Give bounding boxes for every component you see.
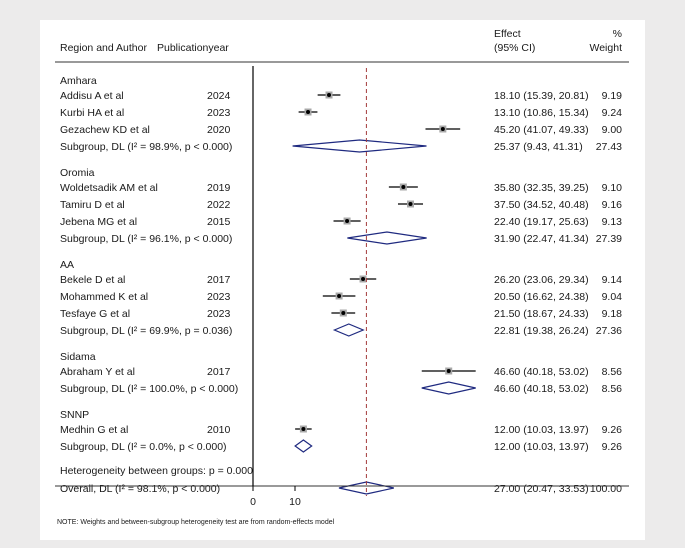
subgroup-weight: 9.26 — [602, 441, 623, 453]
study-effect-ci: 13.10 (10.86, 15.34) — [494, 107, 589, 119]
subgroup-diamond — [347, 231, 427, 245]
subgroup-label: Subgroup, DL (I² = 0.0%, p < 0.000) — [60, 441, 227, 453]
study-year: 2022 — [207, 199, 231, 211]
header-percent: % — [613, 28, 622, 40]
subgroup-weight: 27.36 — [596, 325, 622, 337]
study-weight: 9.13 — [602, 216, 623, 228]
subgroup-diamond — [332, 323, 365, 337]
header-ci: (95% CI) — [494, 42, 535, 54]
study-effect-ci: 22.40 (19.17, 25.63) — [494, 216, 589, 228]
study-year: 2017 — [207, 366, 231, 378]
group-name: AA — [60, 259, 74, 271]
study-effect-ci: 26.20 (23.06, 29.34) — [494, 274, 589, 286]
study-weight: 9.24 — [602, 107, 623, 119]
study-weight: 9.04 — [602, 291, 623, 303]
study-point — [327, 93, 332, 97]
subgroup-label: Subgroup, DL (I² = 69.9%, p = 0.036) — [60, 325, 232, 337]
subgroup-effect-ci: 46.60 (40.18, 53.02) — [494, 383, 589, 395]
study-author: Tamiru D et al — [60, 199, 125, 211]
study-year: 2023 — [207, 107, 231, 119]
subgroup-diamond — [294, 439, 313, 453]
heterogeneity-text: Heterogeneity between groups: p = 0.000 — [60, 465, 253, 477]
plot-panel — [40, 20, 645, 540]
subgroup-label: Subgroup, DL (I² = 96.1%, p < 0.000) — [60, 233, 232, 245]
study-author: Woldetsadik AM et al — [60, 182, 158, 194]
study-effect-ci: 37.50 (34.52, 40.48) — [494, 199, 589, 211]
study-year: 2020 — [207, 124, 231, 136]
study-year: 2010 — [207, 424, 231, 436]
study-weight: 9.16 — [602, 199, 623, 211]
group-name: SNNP — [60, 409, 89, 421]
group-name: Oromia — [60, 167, 95, 179]
study-point — [341, 311, 346, 315]
x-tick-label: 10 — [289, 496, 301, 508]
study-point — [306, 110, 311, 114]
subgroup-effect-ci: 31.90 (22.47, 41.34) — [494, 233, 589, 245]
study-year: 2017 — [207, 274, 231, 286]
study-author: Jebena MG et al — [60, 216, 137, 228]
subgroup-diamond — [421, 381, 476, 395]
subgroup-effect-ci: 25.37 (9.43, 41.31) — [494, 141, 583, 153]
study-weight: 9.18 — [602, 308, 623, 320]
subgroup-diamond — [292, 139, 427, 153]
study-point — [361, 277, 366, 281]
study-weight: 9.14 — [602, 274, 623, 286]
study-author: Addisu A et al — [60, 90, 124, 102]
study-author: Gezachew KD et al — [60, 124, 150, 136]
study-author: Tesfaye G et al — [60, 308, 130, 320]
study-point — [408, 202, 413, 206]
study-point — [440, 127, 445, 131]
study-year: 2023 — [207, 291, 231, 303]
header-weight: Weight — [590, 42, 623, 54]
study-year: 2023 — [207, 308, 231, 320]
study-point — [337, 294, 342, 298]
study-author: Abraham Y et al — [60, 366, 135, 378]
header-publication-year: Publicationyear — [157, 42, 229, 54]
subgroup-effect-ci: 12.00 (10.03, 13.97) — [494, 441, 589, 453]
overall-weight: 100.00 — [590, 483, 622, 495]
study-year: 2015 — [207, 216, 231, 228]
study-point — [345, 219, 350, 223]
subgroup-weight: 27.39 — [596, 233, 622, 245]
group-name: Sidama — [60, 351, 96, 363]
study-author: Kurbi HA et al — [60, 107, 124, 119]
study-author: Medhin G et al — [60, 424, 128, 436]
x-tick-label: 0 — [250, 496, 256, 508]
study-effect-ci: 12.00 (10.03, 13.97) — [494, 424, 589, 436]
subgroup-weight: 27.43 — [596, 141, 622, 153]
study-effect-ci: 46.60 (40.18, 53.02) — [494, 366, 589, 378]
study-year: 2024 — [207, 90, 231, 102]
study-author: Bekele D et al — [60, 274, 125, 286]
subgroup-effect-ci: 22.81 (19.38, 26.24) — [494, 325, 589, 337]
group-name: Amhara — [60, 75, 97, 87]
study-effect-ci: 18.10 (15.39, 20.81) — [494, 90, 589, 102]
header-region-author: Region and Author — [60, 42, 147, 54]
study-weight: 8.56 — [602, 366, 623, 378]
study-point — [446, 369, 451, 373]
study-effect-ci: 45.20 (41.07, 49.33) — [494, 124, 589, 136]
subgroup-label: Subgroup, DL (I² = 100.0%, p < 0.000) — [60, 383, 238, 395]
study-weight: 9.26 — [602, 424, 623, 436]
study-effect-ci: 20.50 (16.62, 24.38) — [494, 291, 589, 303]
study-weight: 9.10 — [602, 182, 623, 194]
study-weight: 9.00 — [602, 124, 623, 136]
study-author: Mohammed K et al — [60, 291, 148, 303]
subgroup-label: Subgroup, DL (I² = 98.9%, p < 0.000) — [60, 141, 232, 153]
study-effect-ci: 35.80 (32.35, 39.25) — [494, 182, 589, 194]
study-effect-ci: 21.50 (18.67, 24.33) — [494, 308, 589, 320]
footnote: NOTE: Weights and between-subgroup heter… — [57, 519, 335, 526]
overall-label: Overall, DL (I² = 98.1%, p < 0.000) — [60, 483, 220, 495]
overall-effect-ci: 27.00 (20.47, 33.53) — [494, 483, 589, 495]
subgroup-weight: 8.56 — [602, 383, 623, 395]
study-point — [301, 427, 306, 431]
study-year: 2019 — [207, 182, 231, 194]
study-point — [401, 185, 406, 189]
study-weight: 9.19 — [602, 90, 623, 102]
overall-diamond — [338, 481, 394, 495]
header-effect: Effect — [494, 28, 521, 40]
